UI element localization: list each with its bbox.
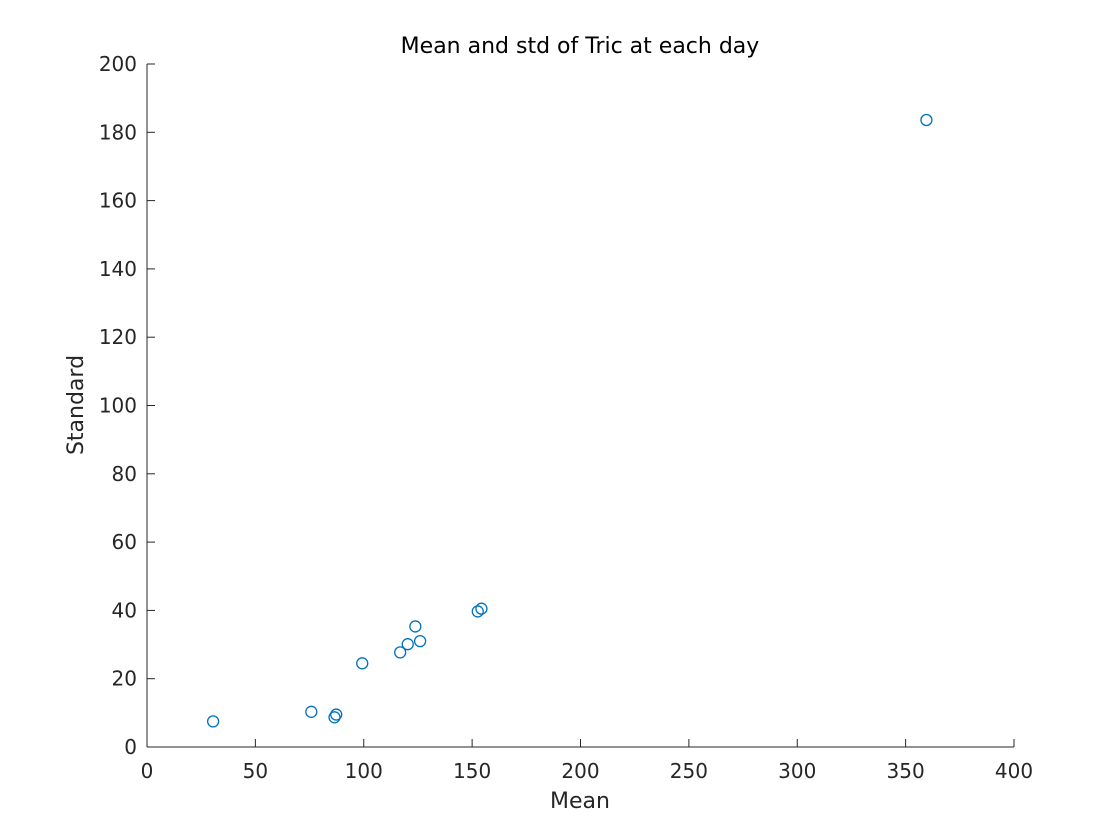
x-tick-label: 150: [453, 759, 491, 783]
y-tick-label: 80: [112, 462, 137, 486]
x-tick-label: 50: [243, 759, 268, 783]
data-point: [401, 638, 414, 651]
y-tick-label: 160: [99, 189, 137, 213]
x-tick-label: 200: [561, 759, 599, 783]
y-tick-label: 120: [99, 325, 137, 349]
y-tick-label: 20: [112, 667, 137, 691]
y-tick-label: 140: [99, 257, 137, 281]
x-tick-label: 400: [995, 759, 1033, 783]
data-point: [356, 657, 369, 670]
y-ticks: 0 20 40 60 80 100 120 140 160 180 200: [99, 52, 155, 759]
y-tick-label: 60: [112, 530, 137, 554]
x-tick-label: 350: [887, 759, 925, 783]
y-tick-label: 200: [99, 52, 137, 76]
data-point: [305, 705, 318, 718]
axes: [146, 64, 1014, 748]
data-point: [330, 708, 343, 721]
x-axis-label: Mean: [550, 789, 610, 814]
data-point: [328, 711, 341, 724]
data-point: [475, 602, 488, 615]
y-tick-label: 100: [99, 394, 137, 418]
data-point: [920, 113, 933, 127]
x-ticks: 0 50 100 150 200 250 300 350 400: [141, 739, 1033, 783]
data-points: [206, 113, 933, 728]
y-tick-label: 0: [124, 735, 137, 759]
x-tick-label: 100: [345, 759, 383, 783]
data-point: [206, 715, 220, 728]
data-point: [413, 634, 427, 648]
data-point: [394, 646, 407, 659]
x-tick-label: 0: [141, 759, 154, 783]
chart-title: Mean and std of Tric at each day: [401, 34, 760, 59]
x-tick-label: 250: [670, 759, 708, 783]
data-point: [409, 620, 422, 633]
x-tick-label: 300: [778, 759, 816, 783]
y-tick-label: 40: [112, 598, 137, 622]
data-point: [471, 605, 484, 618]
y-tick-label: 180: [99, 120, 137, 144]
y-axis-label: Standard: [64, 355, 89, 455]
